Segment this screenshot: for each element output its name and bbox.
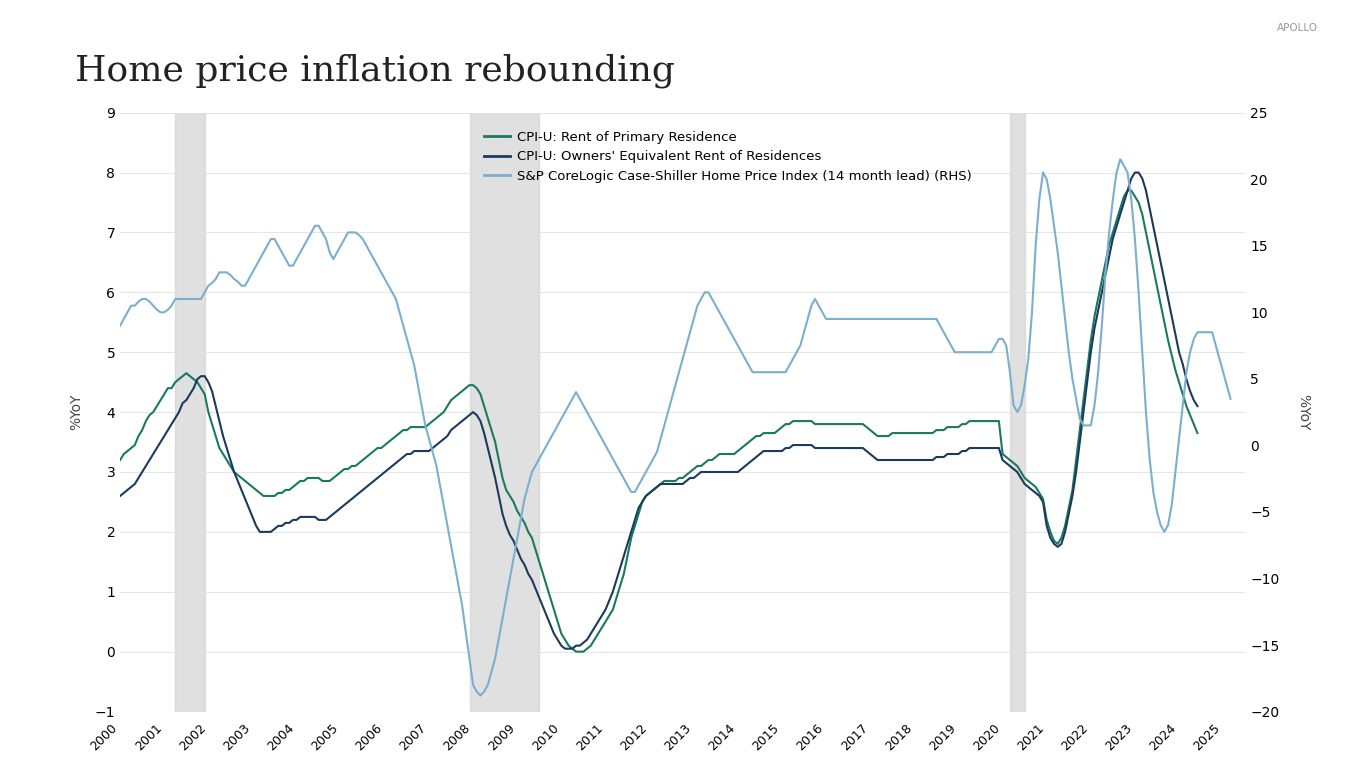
Y-axis label: %YoY: %YoY [1296, 394, 1310, 430]
CPI-U: Rent of Primary Residence: (2e+03, 3.2): Rent of Primary Residence: (2e+03, 3.2) [112, 455, 128, 465]
CPI-U: Owners' Equivalent Rent of Residences: (2.02e+03, 4.1): Owners' Equivalent Rent of Residences: (… [1190, 402, 1206, 411]
S&P CoreLogic Case-Shiller Home Price Index (14 month lead) (RHS) [175, 294, 191, 303]
CPI-U: Rent of Primary Residence: (2e+03, 2.75): Rent of Primary Residence: (2e+03, 2.75) [284, 482, 301, 492]
Line: S&P CoreLogic Case-Shiller Home Price Index (14 month lead) (RHS): S&P CoreLogic Case-Shiller Home Price In… [120, 159, 1231, 696]
CPI-U: Rent of Primary Residence: (2.02e+03, 7.7): Rent of Primary Residence: (2.02e+03, 7.… [1119, 186, 1135, 195]
CPI-U: Rent of Primary Residence: (2.02e+03, 3.65): Rent of Primary Residence: (2.02e+03, 3.… [1190, 429, 1206, 438]
Text: Home price inflation rebounding: Home price inflation rebounding [75, 54, 675, 88]
CPI-U: Rent of Primary Residence: (2.02e+03, 2.75): Rent of Primary Residence: (2.02e+03, 2.… [1027, 482, 1044, 492]
CPI-U: Owners' Equivalent Rent of Residences: (2.01e+03, 3.75): Owners' Equivalent Rent of Residences: (… [447, 422, 463, 432]
CPI-U: Owners' Equivalent Rent of Residences: (2.02e+03, 8): Owners' Equivalent Rent of Residences: (… [1127, 168, 1143, 177]
CPI-U: Owners' Equivalent Rent of Residences: (2e+03, 2.6): Owners' Equivalent Rent of Residences: (… [112, 492, 128, 501]
CPI-U: Rent of Primary Residence: (2.01e+03, 4.25): Rent of Primary Residence: (2.01e+03, 4.… [447, 392, 463, 402]
CPI-U: Owners' Equivalent Rent of Residences: (2e+03, 2.2): Owners' Equivalent Rent of Residences: (… [284, 515, 301, 525]
Bar [470, 113, 540, 711]
S&P CoreLogic Case-Shiller Home Price Index (14 month lead) (RHS) [1112, 154, 1128, 164]
CPI-U: Owners' Equivalent Rent of Residences: (2.02e+03, 2.65): Owners' Equivalent Rent of Residences: (… [1027, 488, 1044, 498]
CPI-U: Rent of Primary Residence: (2e+03, 4.65): Rent of Primary Residence: (2e+03, 4.65) [178, 369, 194, 378]
CPI-U: Rent of Primary Residence: (2.01e+03, 0): Rent of Primary Residence: (2.01e+03, 0) [568, 647, 585, 657]
Bar [1009, 113, 1024, 711]
S&P CoreLogic Case-Shiller Home Price Index (14 month lead) (RHS) [112, 321, 128, 330]
S&P CoreLogic Case-Shiller Home Price Index (14 month lead) (RHS) [1186, 334, 1202, 343]
Y-axis label: %YoY: %YoY [70, 394, 83, 430]
Line: CPI-U: Owners' Equivalent Rent of Residences: CPI-U: Owners' Equivalent Rent of Reside… [120, 173, 1198, 649]
CPI-U: Owners' Equivalent Rent of Residences: (2e+03, 4.2): Owners' Equivalent Rent of Residences: (… [178, 396, 194, 405]
CPI-U: Rent of Primary Residence: (2.02e+03, 3.7): Rent of Primary Residence: (2.02e+03, 3.… [936, 425, 952, 435]
CPI-U: Rent of Primary Residence: (2.01e+03, 3.5): Rent of Primary Residence: (2.01e+03, 3.… [486, 438, 503, 447]
Bar [175, 113, 205, 711]
S&P CoreLogic Case-Shiller Home Price Index (14 month lead) (RHS) [568, 388, 585, 397]
S&P CoreLogic Case-Shiller Home Price Index (14 month lead) (RHS) [484, 667, 500, 677]
Text: APOLLO: APOLLO [1277, 23, 1318, 33]
Legend: CPI-U: Rent of Primary Residence, CPI-U: Owners' Equivalent Rent of Residences, : CPI-U: Rent of Primary Residence, CPI-U:… [478, 125, 977, 188]
CPI-U: Owners' Equivalent Rent of Residences: (2.02e+03, 3.25): Owners' Equivalent Rent of Residences: (… [936, 452, 952, 462]
S&P CoreLogic Case-Shiller Home Price Index (14 month lead) (RHS) [605, 454, 622, 463]
CPI-U: Owners' Equivalent Rent of Residences: (2.01e+03, 2.9): Owners' Equivalent Rent of Residences: (… [486, 473, 503, 482]
S&P CoreLogic Case-Shiller Home Price Index (14 month lead) (RHS) [1223, 394, 1239, 403]
Line: CPI-U: Rent of Primary Residence: CPI-U: Rent of Primary Residence [120, 190, 1198, 652]
S&P CoreLogic Case-Shiller Home Price Index (14 month lead) (RHS) [288, 254, 305, 263]
CPI-U: Owners' Equivalent Rent of Residences: (2.01e+03, 0.05): Owners' Equivalent Rent of Residences: (… [557, 644, 574, 654]
S&P CoreLogic Case-Shiller Home Price Index (14 month lead) (RHS) [473, 691, 489, 700]
